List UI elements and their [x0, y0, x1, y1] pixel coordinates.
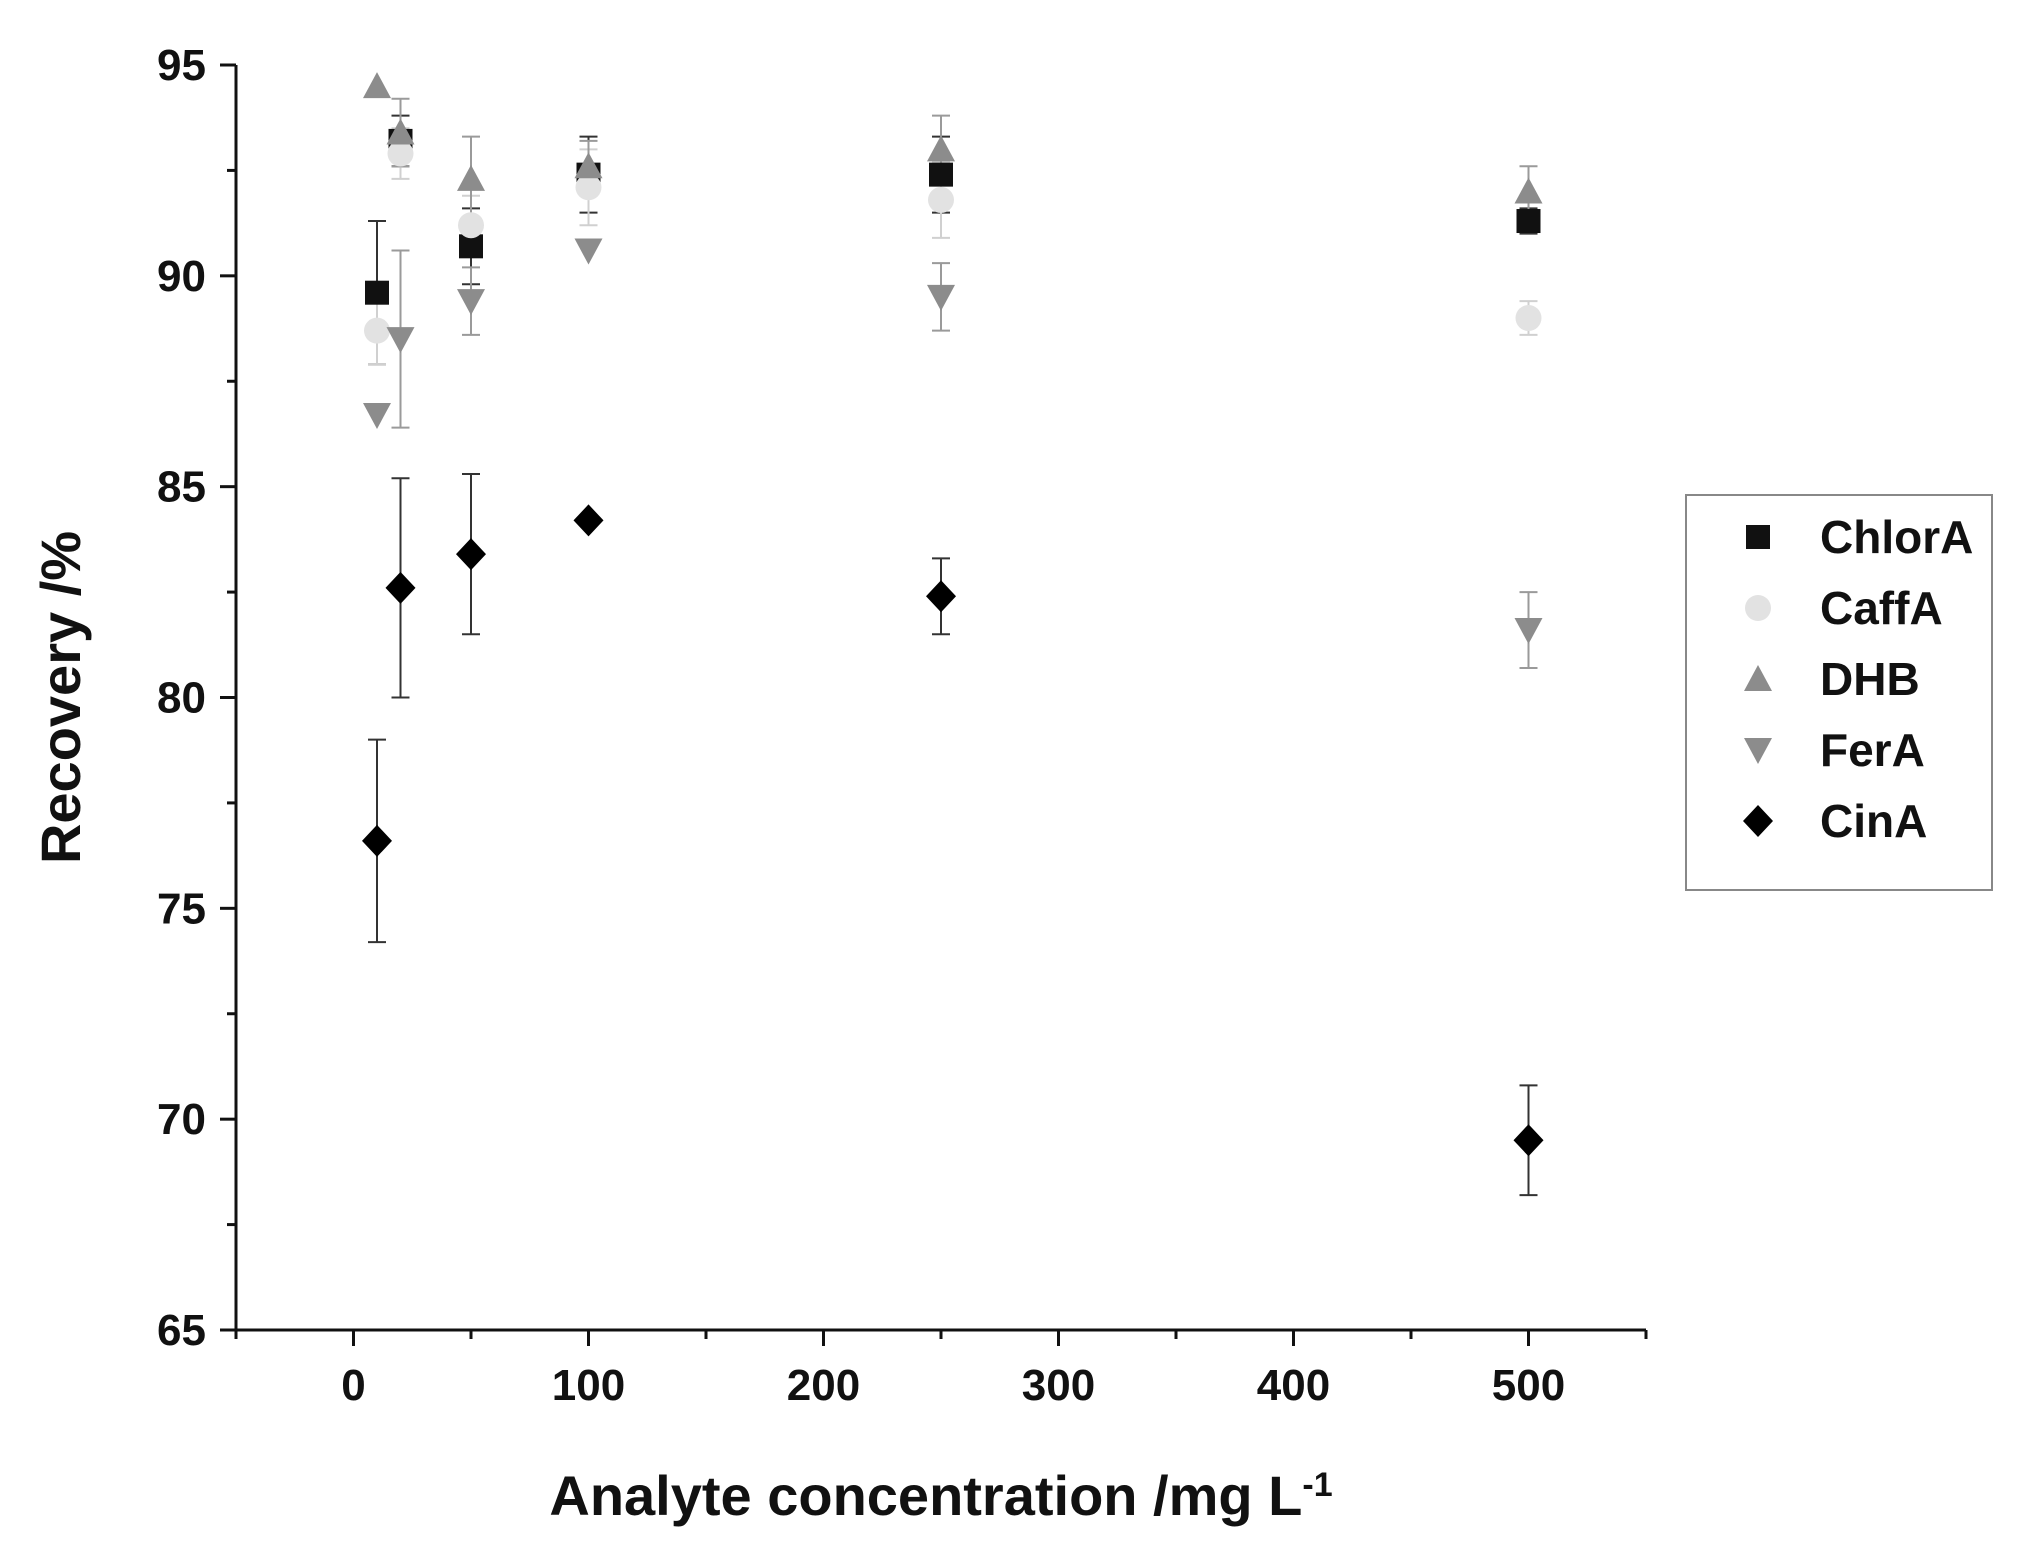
axes: 65 70 75 80 85 90 95 0 100 200 300 400 500 — [157, 41, 1648, 1410]
point-chlora — [1516, 209, 1541, 234]
x-tick-label: 100 — [552, 1361, 625, 1410]
legend-marker-fera — [1744, 738, 1772, 764]
point-fera — [457, 289, 485, 316]
y-tick-label: 95 — [157, 41, 206, 90]
error-bars-layer — [368, 97, 1538, 1197]
x-tick-label: 200 — [787, 1361, 860, 1410]
legend-label-chlora: ChlorA — [1820, 511, 1973, 563]
point-fera — [1514, 618, 1543, 645]
legend-box — [1685, 494, 1993, 891]
y-tick-label: 85 — [157, 463, 206, 512]
legend-label-caffa: CaffA — [1820, 582, 1943, 634]
y-axis-label: Recovery /% — [29, 531, 92, 864]
legend-marker-cina — [1743, 805, 1773, 837]
point-cina — [362, 824, 392, 857]
x-axis-label-text: Analyte concentration /mg L — [549, 1464, 1302, 1527]
point-fera — [574, 238, 603, 265]
legend-label-fera: FerA — [1820, 724, 1925, 776]
legend: ChlorA CaffA DHB FerA CinA — [1685, 494, 1993, 891]
point-dhb — [1514, 177, 1543, 204]
point-dhb — [927, 135, 955, 162]
y-tick-label: 75 — [157, 884, 206, 933]
y-tick-label: 90 — [157, 252, 206, 301]
point-chlora — [459, 234, 483, 259]
point-chlora — [365, 280, 389, 305]
point-caffa — [575, 174, 602, 201]
point-cina — [1513, 1124, 1544, 1157]
point-cina — [385, 571, 416, 604]
point-caffa — [387, 140, 414, 167]
y-axis-ticks: 65 70 75 80 85 90 95 — [157, 41, 236, 1355]
point-caffa — [364, 317, 390, 344]
legend-label-cina: CinA — [1820, 795, 1927, 847]
y-tick-label: 80 — [157, 674, 206, 723]
data-points-layer — [362, 72, 1544, 1157]
point-caffa — [928, 186, 954, 213]
point-cina — [573, 504, 604, 537]
point-dhb — [457, 164, 485, 191]
point-dhb — [574, 152, 603, 179]
legend-marker-chlora — [1746, 525, 1770, 549]
point-fera — [363, 402, 391, 429]
x-tick-label: 400 — [1257, 1361, 1330, 1410]
x-axis-label-superscript: -1 — [1302, 1466, 1332, 1504]
point-cina — [456, 538, 486, 571]
point-cina — [926, 580, 956, 613]
point-dhb — [363, 72, 391, 99]
x-tick-label: 300 — [1022, 1361, 1095, 1410]
point-chlora — [929, 162, 953, 187]
y-tick-label: 70 — [157, 1095, 206, 1144]
x-tick-label: 0 — [341, 1361, 365, 1410]
x-tick-label: 500 — [1492, 1361, 1565, 1410]
point-caffa — [1515, 305, 1542, 331]
x-axis-label: Analyte concentration /mg L-1 — [549, 1464, 1332, 1527]
legend-label-dhb: DHB — [1820, 653, 1920, 705]
legend-marker-caffa — [1745, 595, 1771, 621]
y-tick-label: 65 — [157, 1306, 206, 1355]
point-caffa — [458, 212, 484, 239]
point-fera — [927, 284, 955, 311]
point-fera — [386, 327, 415, 354]
legend-marker-dhb — [1744, 665, 1772, 691]
point-dhb — [386, 118, 415, 145]
x-axis-ticks: 0 100 200 300 400 500 — [234, 1330, 1648, 1410]
